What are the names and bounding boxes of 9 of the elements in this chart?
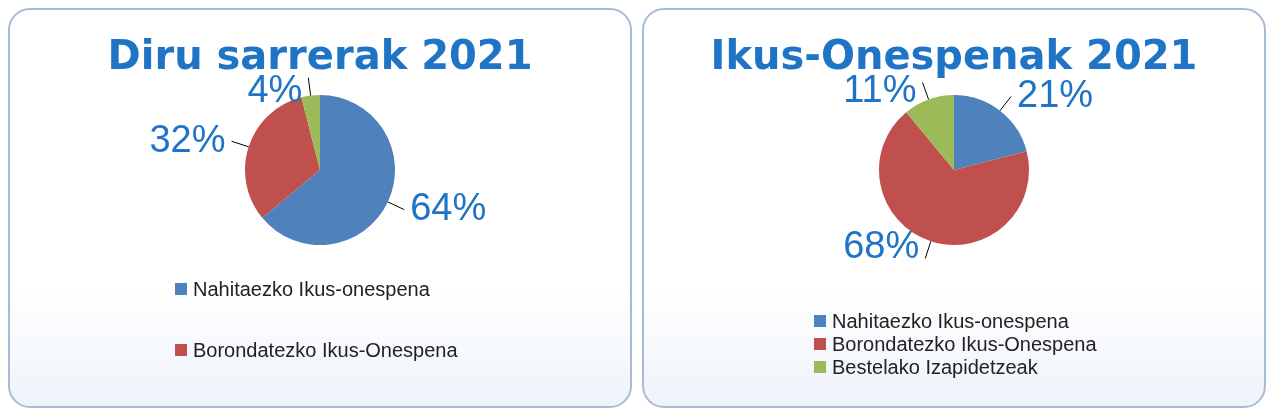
legend-label: Nahitaezko Ikus-onespena (193, 278, 430, 301)
data-label: 21% (1017, 73, 1094, 115)
legend-label: Borondatezko Ikus-Onespena (193, 339, 458, 362)
data-label: 68% (843, 224, 920, 267)
data-label: 32% (149, 117, 226, 160)
legend-label: Bestelako Izapidetzeak (832, 356, 1038, 379)
data-label: 64% (410, 186, 487, 229)
legend-label: Borondatezko Ikus-Onespena (832, 333, 1097, 356)
legend-label: Nahitaezko Ikus-onespena (832, 310, 1069, 333)
